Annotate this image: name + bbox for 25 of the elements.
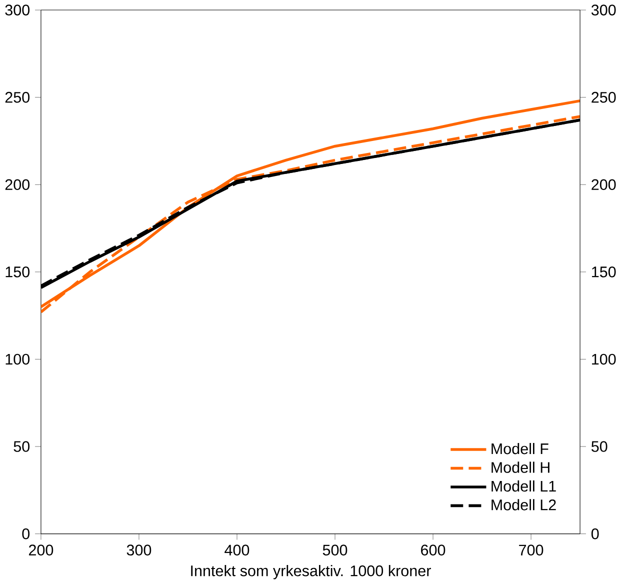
y2-tick-label: 0 <box>22 528 30 540</box>
y-tick-label: 200 <box>592 179 616 190</box>
x-tick-label: 200 <box>28 544 54 556</box>
x-tick-label: 400 <box>224 544 250 556</box>
y-tick-label: 0 <box>591 528 599 540</box>
y2-tick-label: 300 <box>5 4 30 16</box>
y-tick-label: 150 <box>592 266 616 278</box>
legend-label: Modell L2 <box>492 499 556 510</box>
legend-label: Modell H <box>492 462 550 473</box>
x-tick-label: 500 <box>322 544 348 556</box>
x-tick-label: 600 <box>421 544 446 556</box>
y2-tick-label: 150 <box>6 266 30 278</box>
y-tick-label: 50 <box>591 441 608 452</box>
legend-label: Modell L1 <box>492 480 556 492</box>
x-axis-title: Inntekt som yrkesaktiv. 1000 kroner <box>191 565 431 580</box>
x-tick-label: 700 <box>519 544 544 556</box>
y2-tick-label: 250 <box>5 92 30 103</box>
y-tick-label: 300 <box>591 4 616 16</box>
y2-tick-label: 100 <box>6 354 30 365</box>
y2-tick-label: 50 <box>14 441 30 452</box>
x-tick-label: 300 <box>126 544 152 556</box>
y2-tick-label: 200 <box>5 179 30 190</box>
y-tick-label: 100 <box>592 354 616 365</box>
legend-label: Modell F <box>492 443 548 454</box>
y-tick-label: 250 <box>592 92 616 103</box>
